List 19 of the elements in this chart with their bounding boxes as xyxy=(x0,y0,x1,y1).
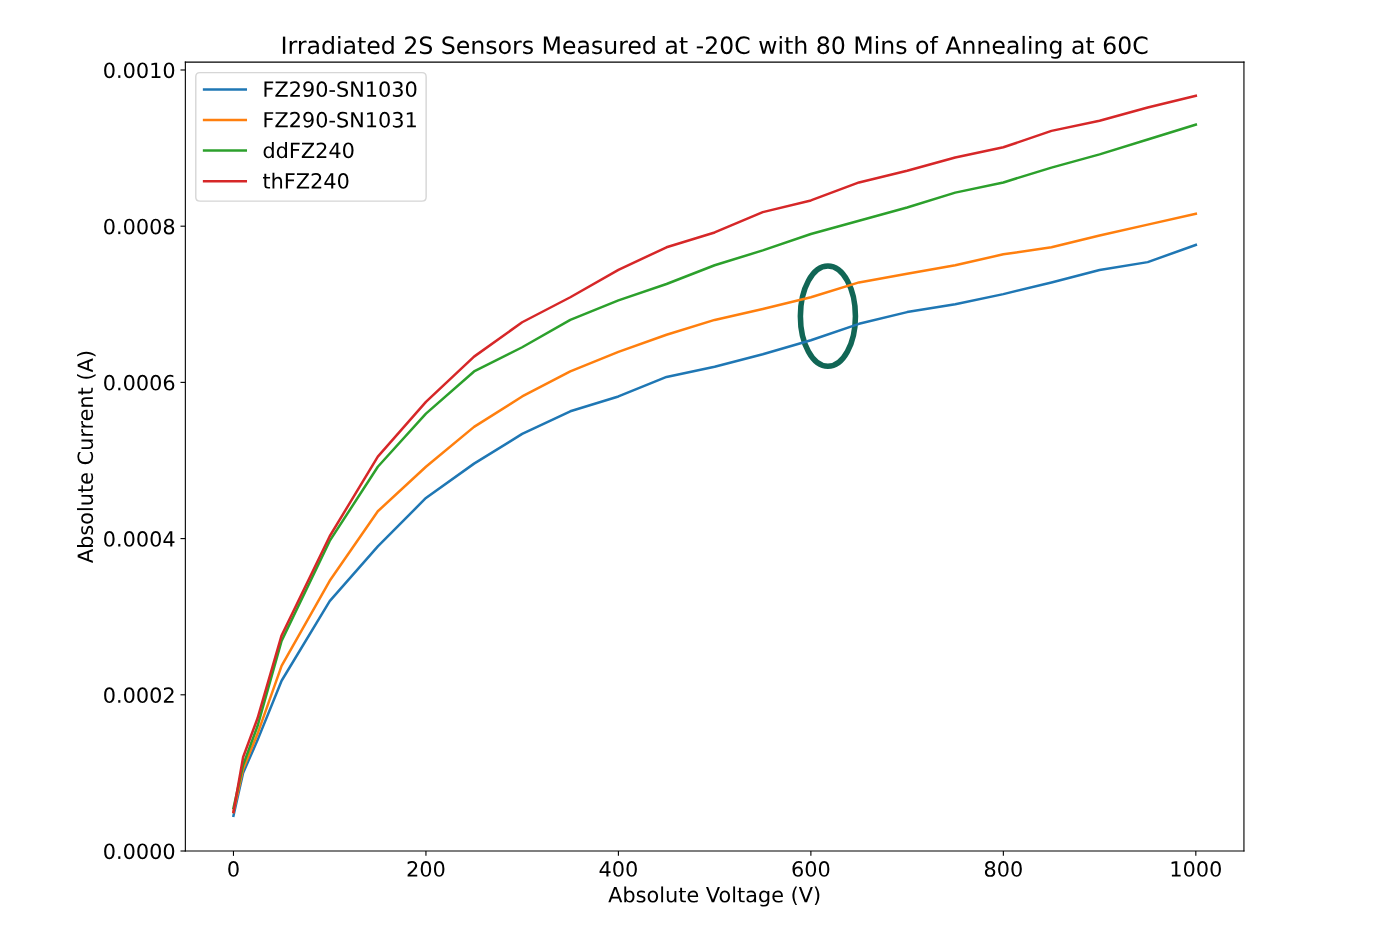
y-tick-label: 0.0010 xyxy=(104,62,175,79)
x-axis-title: Absolute Voltage (V) xyxy=(608,886,820,907)
y-tick-label: 0.0000 xyxy=(104,843,175,860)
x-tick-label: 600 xyxy=(792,861,830,877)
chart-title: Irradiated 2S Sensors Measured at -20C with 80 Mins of Annealing at 60C xyxy=(282,35,1148,59)
y-tick-label: 0.0002 xyxy=(104,687,174,704)
x-tick-label: 0 xyxy=(228,861,239,877)
legend-label: ddFZ240 xyxy=(263,142,354,159)
legend-label: thFZ240 xyxy=(263,172,349,189)
x-tick-label: 400 xyxy=(599,861,637,877)
legend-label: FZ290-SN1030 xyxy=(264,81,417,98)
y-tick-label: 0.0008 xyxy=(104,218,175,235)
x-tick-label: 1000 xyxy=(1171,861,1221,877)
y-tick-label: 0.0004 xyxy=(104,531,175,547)
y-axis-title: Absolute Current (A) xyxy=(77,351,96,563)
y-tick-label: 0.0006 xyxy=(104,374,175,391)
x-tick-label: 800 xyxy=(984,861,1022,877)
legend-label: FZ290-SN1031 xyxy=(264,111,416,128)
x-tick-label: 200 xyxy=(407,861,445,877)
